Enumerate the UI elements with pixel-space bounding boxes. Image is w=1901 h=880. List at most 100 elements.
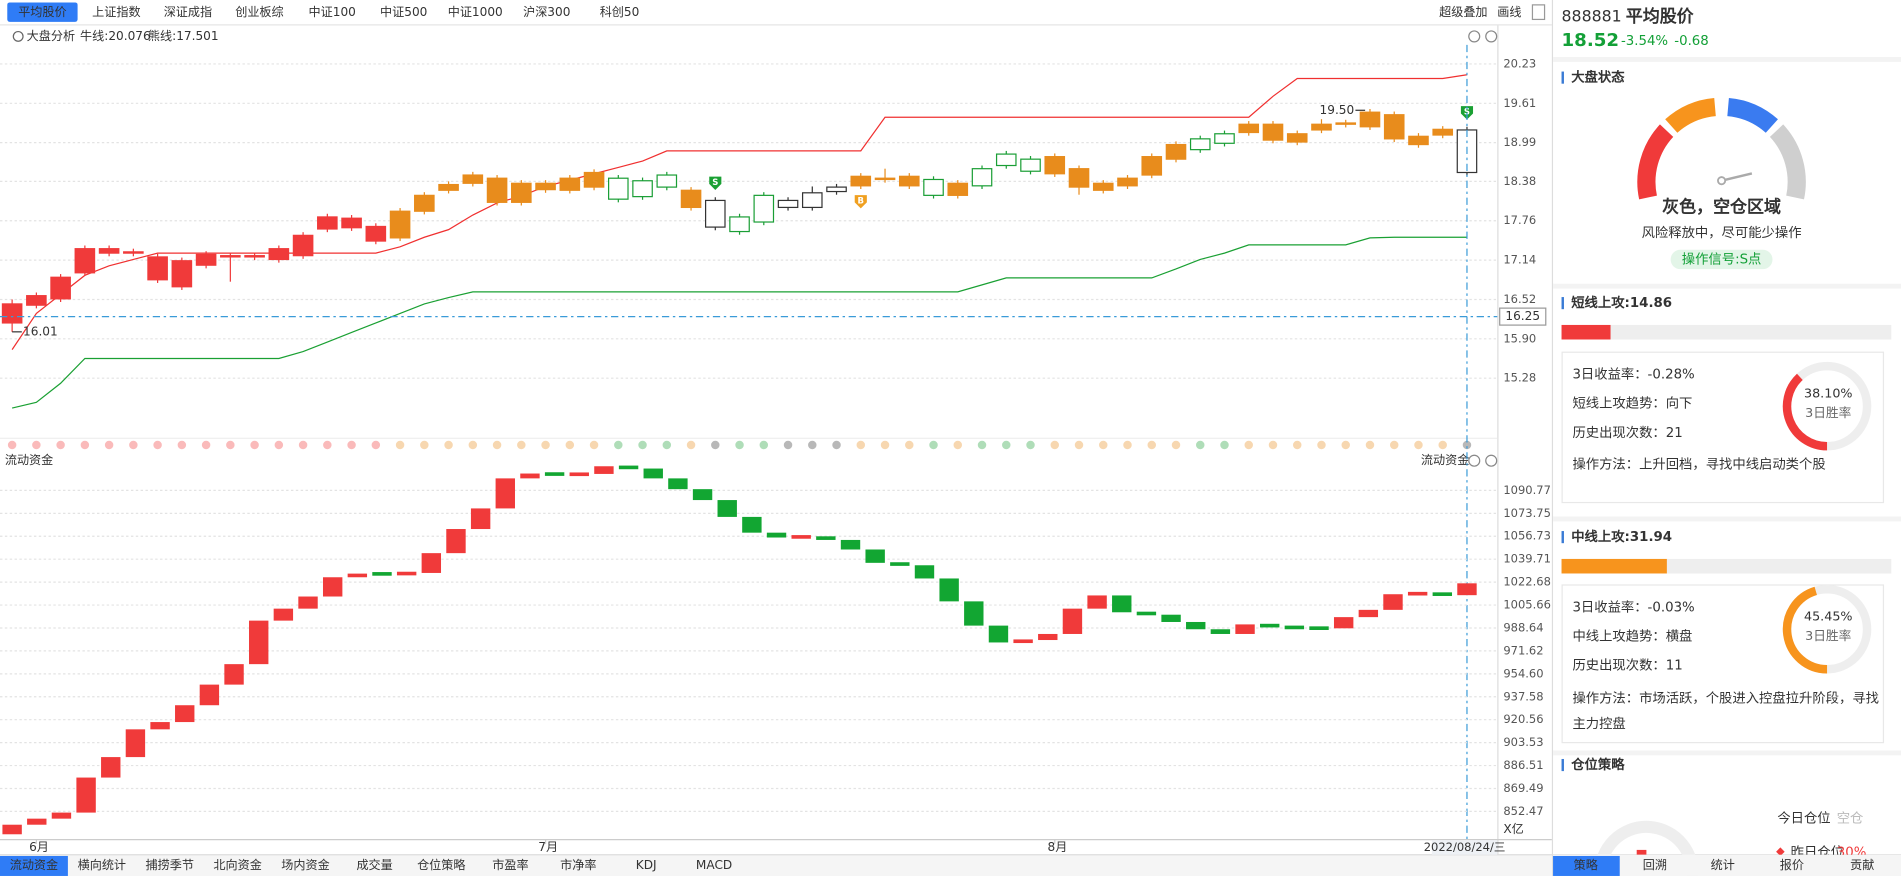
band-line <box>11 236 1467 409</box>
candle-body <box>1165 143 1187 160</box>
bottom-tab[interactable]: 仓位策略 <box>417 857 465 872</box>
top-tab[interactable]: 中证100 <box>309 4 356 19</box>
settings-icon[interactable] <box>1468 454 1481 467</box>
flow-bar <box>569 472 589 477</box>
market-gauge-segment <box>1726 97 1778 134</box>
name: 中线上攻: <box>1571 528 1630 545</box>
flow-bar <box>766 532 787 538</box>
candle-body <box>923 178 944 196</box>
candle-body <box>220 255 241 258</box>
right-tab[interactable]: 统计 <box>1711 858 1735 872</box>
title-mark <box>1561 531 1564 544</box>
win-caption: 3日胜率 <box>1805 405 1852 420</box>
flow-bar <box>150 722 170 730</box>
separator <box>1553 283 1901 289</box>
section-title: 仓位策略 <box>1570 756 1625 773</box>
bottom-tab[interactable]: KDJ <box>636 858 657 872</box>
bottom-tab[interactable]: MACD <box>696 858 732 872</box>
flow-bar <box>224 664 244 685</box>
bottom-tab[interactable]: 市盈率 <box>492 857 528 872</box>
bottom-tab[interactable]: 成交量 <box>356 857 392 872</box>
flow-bar <box>618 465 639 470</box>
state-dot <box>1462 440 1472 450</box>
y-tick-label: 869.49 <box>1503 781 1543 795</box>
info-box <box>1561 351 1885 504</box>
bottom-tab[interactable]: 流动资金 <box>10 857 58 872</box>
code: 888881 <box>1562 7 1622 26</box>
state-dot <box>832 440 841 450</box>
collapse-icon[interactable] <box>12 30 24 42</box>
candle-body <box>583 171 605 188</box>
change: -0.68 <box>1674 34 1708 49</box>
flow-bar <box>544 472 565 476</box>
top-tab[interactable]: 平均股价 <box>18 5 66 19</box>
signal-badge <box>709 176 722 190</box>
flow-bar <box>1407 591 1428 596</box>
bottom-tab[interactable]: 场内资金 <box>281 857 329 872</box>
right-tab[interactable]: 回溯 <box>1643 857 1667 872</box>
state-dot <box>250 440 259 450</box>
candle-body <box>1020 158 1041 172</box>
state-dot <box>1099 440 1108 450</box>
state-dot <box>1438 440 1447 450</box>
right-tab[interactable]: 报价 <box>1780 857 1804 872</box>
title-mark <box>1561 297 1564 310</box>
candle-body <box>1068 168 1090 188</box>
state-dot <box>274 440 284 450</box>
candle-body <box>656 174 678 188</box>
top-tab[interactable]: 沪深300 <box>523 5 570 19</box>
top-tab[interactable]: 中证1000 <box>448 4 503 19</box>
bottom-tab[interactable]: 捕捞季节 <box>146 857 194 872</box>
progress-track <box>1561 324 1892 340</box>
state-dot <box>589 440 599 450</box>
gauge-hub <box>1717 176 1727 186</box>
candle-body <box>123 251 144 254</box>
state-dot <box>977 440 987 450</box>
info-line: 3日收益率：-0.03% <box>1572 598 1694 615</box>
flow-bar <box>939 578 959 602</box>
help-icon[interactable] <box>1485 30 1498 43</box>
state-dot <box>298 440 308 450</box>
top-tab[interactable]: 深证成指 <box>164 4 212 19</box>
flow-bar <box>51 812 72 819</box>
state-dot <box>201 440 211 450</box>
flow-bar <box>27 818 47 825</box>
flow-bar <box>125 729 146 758</box>
flow-bar <box>1432 592 1453 596</box>
bottom-tab[interactable]: 市净率 <box>560 857 596 872</box>
win-caption: 3日胜率 <box>1805 628 1852 643</box>
settings-icon[interactable] <box>1468 30 1481 43</box>
state-dot <box>1244 440 1253 450</box>
flow-bar <box>791 535 811 539</box>
candle-body <box>704 199 726 228</box>
flow-bar <box>1383 594 1403 610</box>
bottom-tab[interactable]: 横向统计 <box>78 857 126 872</box>
tool[interactable]: 超级叠加 <box>1439 4 1487 19</box>
flow-bar <box>1038 633 1058 641</box>
candle-body <box>632 180 653 198</box>
bottom-tab[interactable]: 北向资金 <box>213 857 261 872</box>
help-icon[interactable] <box>1485 454 1498 467</box>
info-line: 历史出现次数：11 <box>1572 658 1682 674</box>
y-tick-label: 886.51 <box>1503 758 1543 772</box>
candle-body <box>74 248 96 274</box>
candle-body <box>147 256 168 281</box>
top-tab[interactable]: 上证指数 <box>92 4 140 19</box>
flow-bar <box>1358 609 1379 618</box>
right-tab[interactable]: 策略 <box>1574 857 1598 872</box>
signal: 操作信号:S点 <box>1682 251 1762 267</box>
change-pct: -3.54% <box>1621 34 1668 49</box>
top-tab[interactable]: 科创50 <box>600 5 640 19</box>
flow-bar <box>1062 608 1083 634</box>
candle-body <box>365 225 387 242</box>
flow-bar <box>692 489 713 501</box>
candle-body <box>971 168 993 187</box>
tab-highlight <box>1553 855 1620 876</box>
bottom-tab-bar <box>0 854 1552 876</box>
panel-icon[interactable] <box>1531 4 1546 21</box>
top-tab[interactable]: 创业板综 <box>235 5 283 19</box>
right-tab[interactable]: 贡献 <box>1850 857 1874 872</box>
top-tab[interactable]: 中证500 <box>380 4 427 19</box>
tool[interactable]: 画线 <box>1497 5 1521 19</box>
